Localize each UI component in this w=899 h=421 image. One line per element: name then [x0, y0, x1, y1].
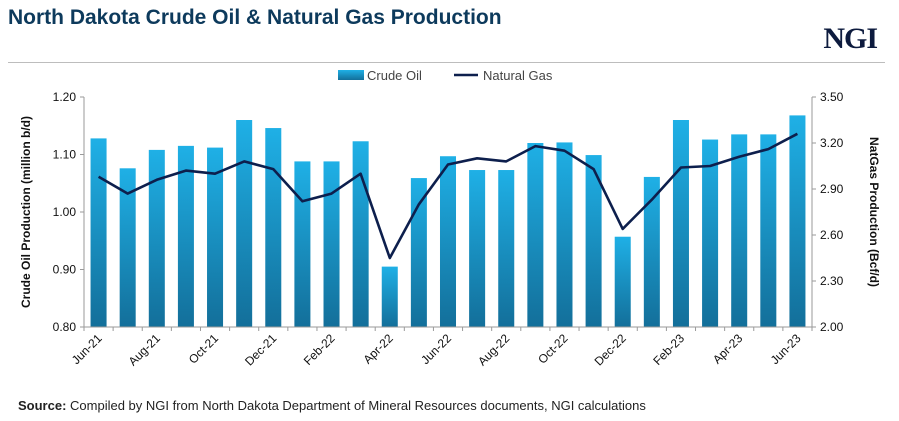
x-tick-label: Jun-21: [69, 331, 105, 367]
crude-oil-bar: [731, 134, 748, 327]
x-tick-label: Dec-21: [242, 331, 279, 368]
crude-oil-bar: [352, 141, 369, 327]
ngi-logo: NGI: [823, 22, 878, 55]
crude-oil-bar: [702, 139, 719, 327]
x-tick-label: Aug-21: [126, 331, 163, 368]
crude-oil-bar: [614, 236, 631, 327]
chart-title: North Dakota Crude Oil & Natural Gas Pro…: [8, 6, 502, 29]
left-tick-label: 0.80: [53, 320, 77, 334]
left-tick-label: 1.10: [53, 148, 77, 162]
x-tick-label: Feb-23: [650, 331, 687, 368]
source-note: Source: Compiled by NGI from North Dakot…: [18, 398, 646, 413]
legend: Crude Oil Natural Gas: [338, 68, 553, 83]
crude-oil-bar: [672, 120, 689, 327]
crude-oil-bar: [410, 178, 427, 327]
crude-oil-bar: [556, 142, 573, 327]
crude-oil-bar: [527, 143, 544, 327]
legend-natural-gas-label: Natural Gas: [483, 68, 553, 83]
crude-oil-bar: [236, 120, 253, 327]
crude-oil-bar: [323, 161, 340, 327]
x-tick-label: Jun-23: [768, 331, 804, 367]
crude-oil-bar: [177, 145, 194, 327]
right-tick-label: 3.50: [820, 90, 844, 104]
right-axis: 2.00 2.30 2.60 2.90 3.20 3.50 NatGas Productio…: [811, 90, 881, 334]
crude-oil-bar: [207, 147, 224, 327]
legend-crude-oil-label: Crude Oil: [367, 68, 422, 83]
right-tick-label: 2.30: [820, 274, 844, 288]
right-tick-label: 2.00: [820, 320, 844, 334]
x-axis: Jun-21 Aug-21 Oct-21 Dec-21 Feb-22 Apr-22 Jun-…: [69, 326, 813, 368]
right-tick-label: 3.20: [820, 136, 844, 150]
x-tick-label: Jun-22: [418, 331, 454, 367]
title-divider: [8, 62, 885, 63]
left-tick-label: 1.20: [53, 90, 77, 104]
x-tick-label: Feb-22: [301, 331, 338, 368]
right-tick-label: 2.60: [820, 228, 844, 242]
crude-oil-bar: [439, 156, 457, 327]
crude-oil-bars: [90, 115, 806, 328]
left-tick-label: 0.90: [53, 263, 77, 277]
crude-oil-bar: [498, 170, 515, 327]
right-axis-title: NatGas Production (Bcf/d): [867, 137, 881, 287]
left-tick-label: 1.00: [53, 205, 77, 219]
natural-gas-line: [97, 132, 799, 260]
crude-oil-bar: [760, 134, 777, 327]
x-tick-label: Dec-22: [592, 331, 629, 368]
source-label: Source:: [18, 398, 67, 413]
x-tick-label: Oct-21: [186, 331, 222, 367]
left-axis-title: Crude Oil Production (million b/d): [19, 116, 33, 308]
crude-oil-bar: [469, 170, 486, 327]
crude-oil-bar: [643, 176, 660, 327]
legend-crude-oil-swatch: [338, 70, 364, 80]
crude-oil-bar: [585, 155, 602, 327]
natural-gas-line-layer: [97, 132, 799, 260]
crude-oil-bar: [381, 266, 398, 327]
x-tick-label: Oct-22: [535, 331, 571, 367]
source-text: Compiled by NGI from North Dakota Depart…: [66, 398, 646, 413]
crude-oil-bar: [90, 138, 107, 327]
crude-oil-bar: [789, 115, 806, 328]
right-tick-label: 2.90: [820, 182, 844, 196]
left-axis: 0.80 0.90 1.00 1.10 1.20 Crude Oil Production…: [19, 90, 85, 334]
x-tick-label: Apr-23: [710, 331, 746, 367]
x-tick-label: Aug-22: [475, 331, 512, 368]
x-tick-label: Apr-22: [361, 331, 397, 367]
crude-oil-bar: [148, 149, 165, 327]
crude-oil-bar: [119, 168, 136, 327]
crude-oil-bar: [294, 161, 311, 327]
crude-oil-bar: [265, 128, 282, 327]
